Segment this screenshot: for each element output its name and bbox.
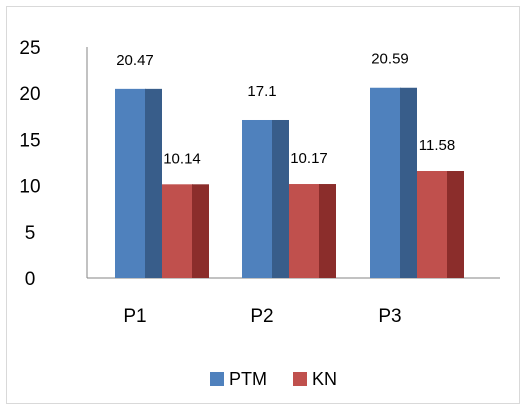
bars bbox=[115, 87, 464, 278]
data-label: 20.47 bbox=[116, 52, 154, 69]
y-tick-label: 20 bbox=[19, 84, 40, 105]
x-category-label: P1 bbox=[123, 306, 146, 327]
y-tick-label: 25 bbox=[19, 38, 40, 59]
bar-side-ptm-p3 bbox=[400, 87, 417, 278]
x-axis-categories: P1 P2 P3 bbox=[123, 306, 401, 327]
legend-label-kn: KN bbox=[312, 369, 337, 389]
bar-ptm-p1 bbox=[115, 88, 146, 278]
data-labels: 20.47 10.14 17.1 10.17 20.59 11.58 bbox=[116, 51, 455, 168]
legend-swatch-kn bbox=[293, 372, 307, 386]
data-label: 10.17 bbox=[290, 150, 328, 167]
y-tick-label: 15 bbox=[19, 130, 40, 151]
bar-side-ptm-p1 bbox=[145, 88, 162, 278]
bar-ptm-p2 bbox=[242, 119, 273, 278]
bar-side-kn-p3 bbox=[447, 171, 464, 278]
data-label: 10.14 bbox=[163, 150, 201, 167]
legend: PTM KN bbox=[210, 369, 337, 389]
bar-kn-p2 bbox=[289, 184, 320, 278]
x-category-label: P3 bbox=[378, 306, 401, 327]
bar-kn-p1 bbox=[162, 184, 193, 278]
data-label: 20.59 bbox=[371, 51, 409, 68]
bar-side-ptm-p2 bbox=[272, 119, 289, 278]
x-category-label: P2 bbox=[250, 306, 273, 327]
y-tick-label: 5 bbox=[25, 223, 36, 244]
y-tick-label: 10 bbox=[19, 177, 40, 198]
bar-side-kn-p1 bbox=[192, 184, 209, 278]
legend-swatch-ptm bbox=[210, 372, 224, 386]
legend-label-ptm: PTM bbox=[229, 369, 267, 389]
bar-kn-p3 bbox=[417, 171, 448, 278]
data-label: 11.58 bbox=[419, 137, 455, 154]
bar-side-kn-p2 bbox=[319, 184, 336, 278]
bar-ptm-p3 bbox=[370, 87, 401, 278]
data-label: 17.1 bbox=[247, 83, 276, 100]
y-tick-label: 0 bbox=[25, 269, 36, 290]
